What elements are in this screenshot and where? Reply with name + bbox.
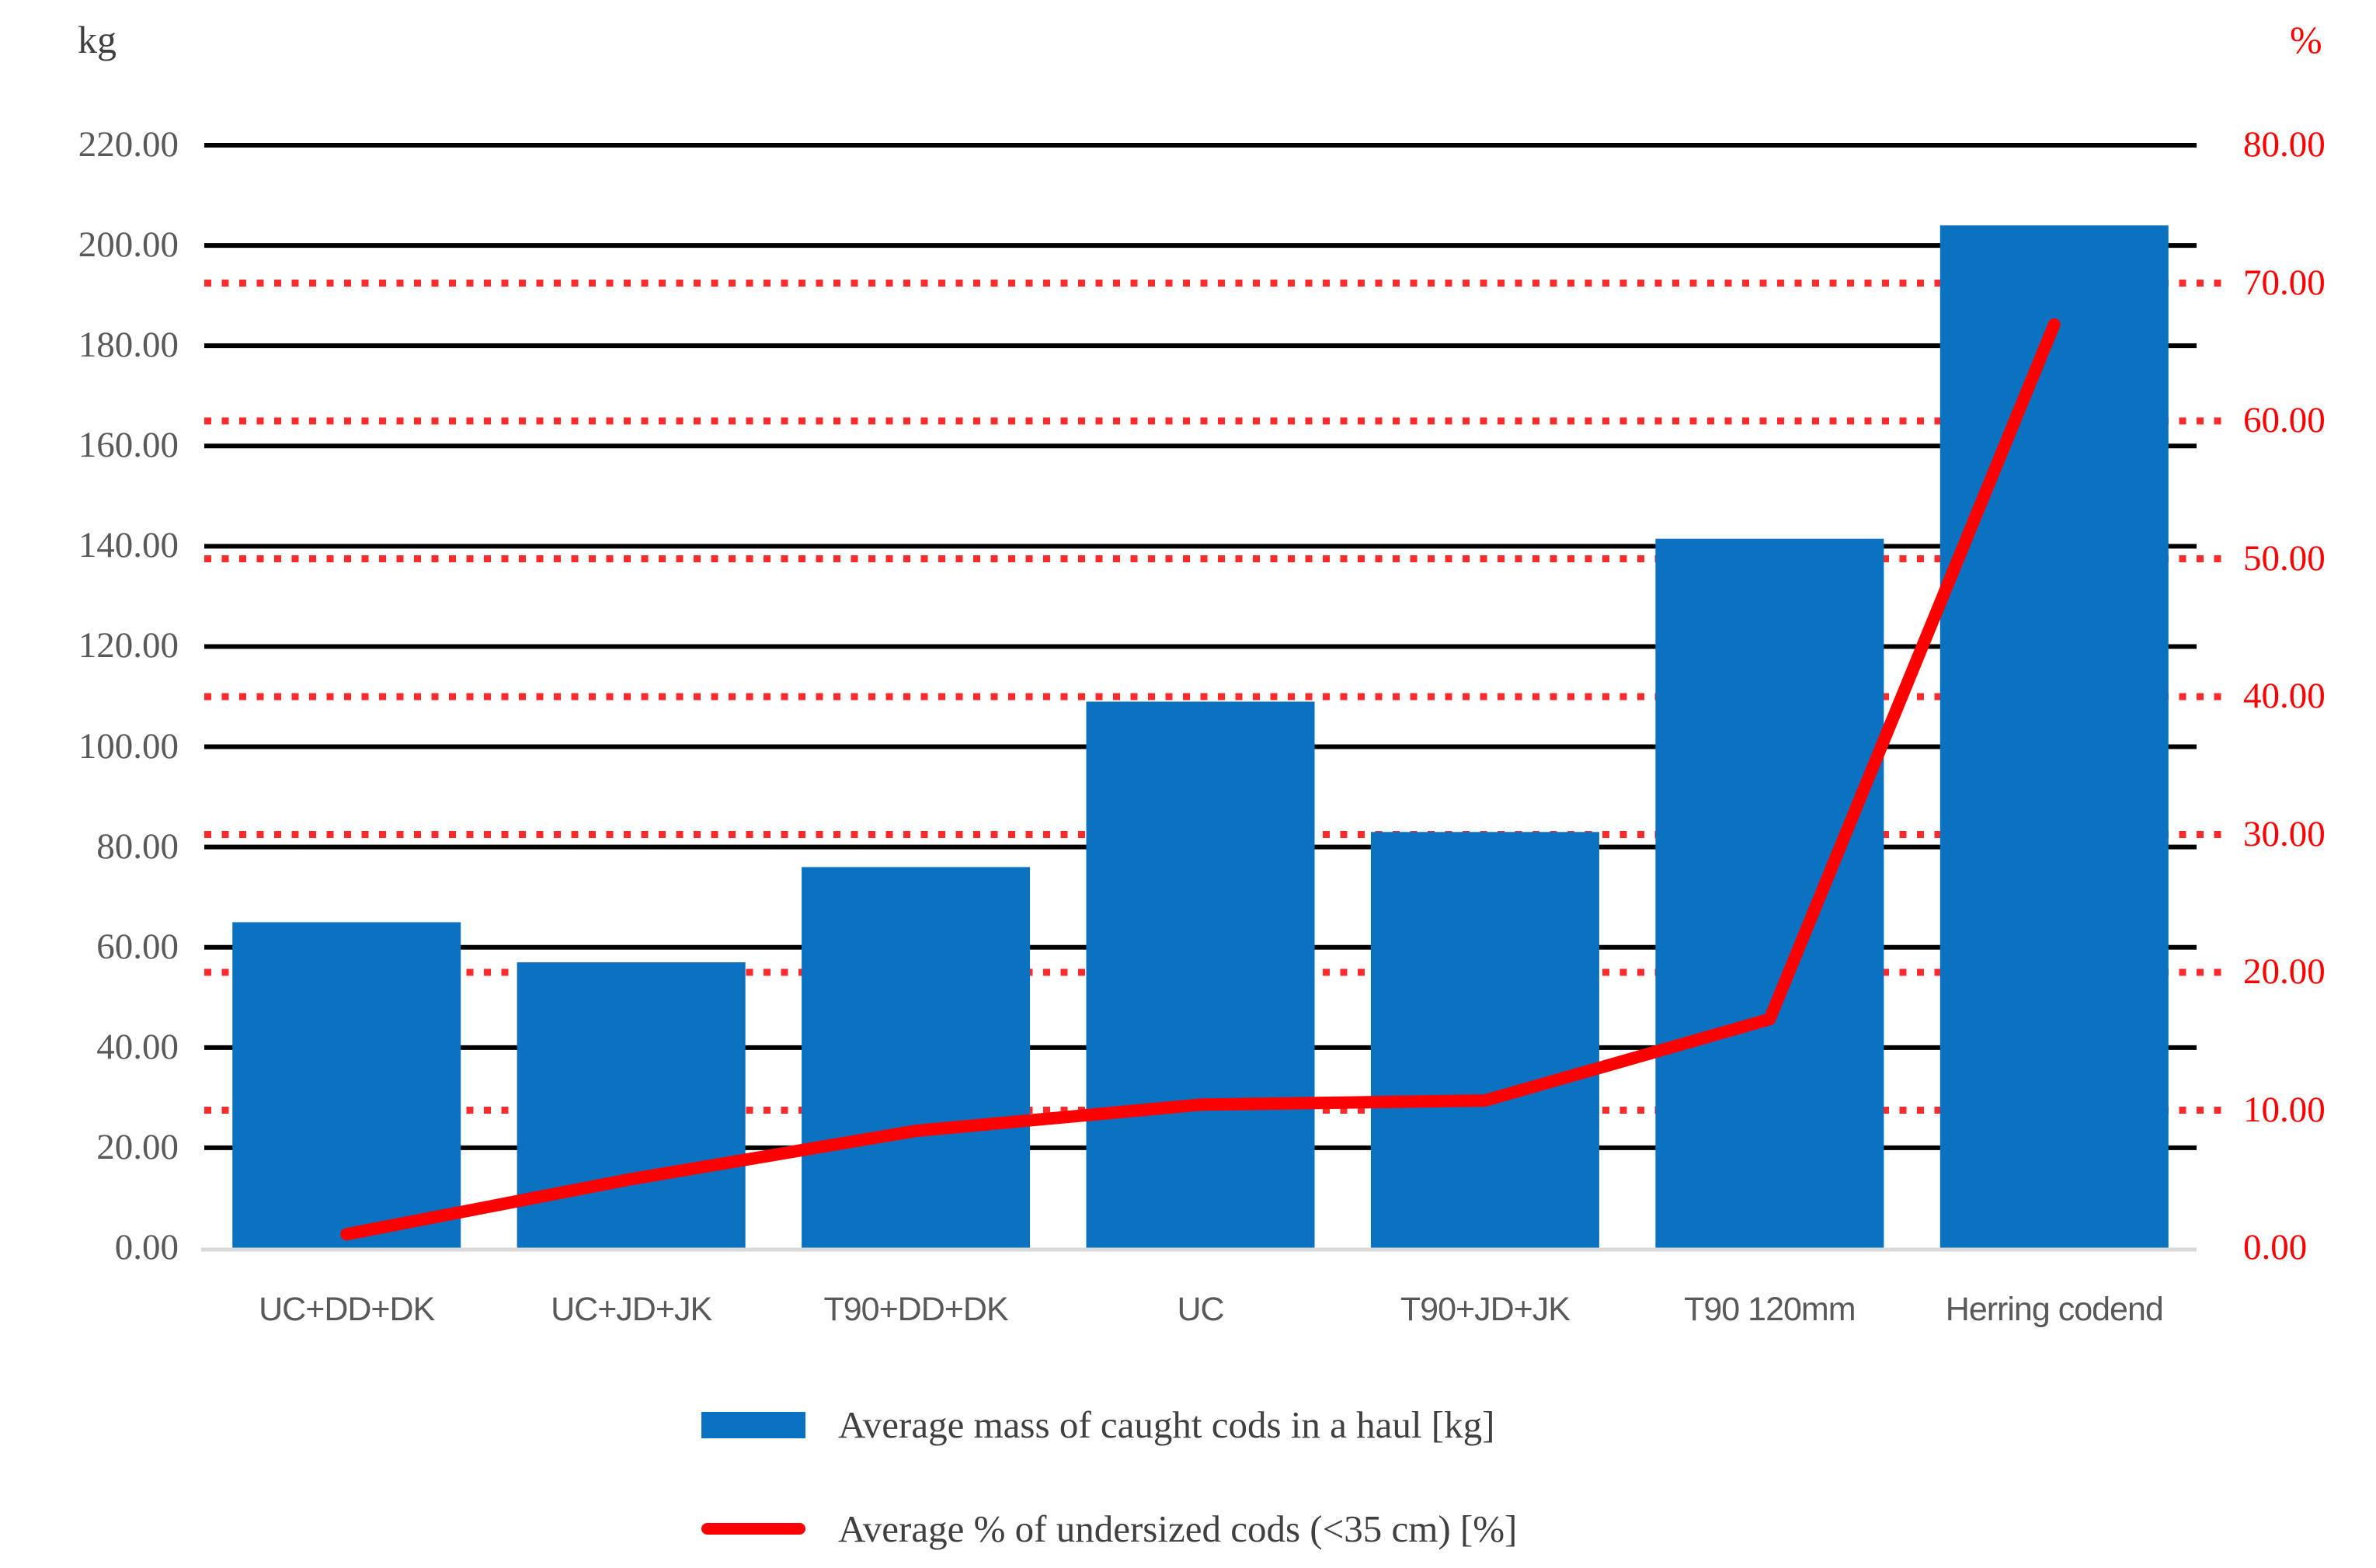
x-axis-category-label: UC+DD+DK [259,1291,435,1328]
left-axis-tick-label: 120.00 [78,625,179,666]
left-axis-tick-label: 200.00 [78,224,179,266]
x-axis-category-label: T90+JD+JK [1400,1291,1571,1328]
bar-UC+DD+DK [232,922,461,1248]
right-axis-tick-label: 80.00 [2243,124,2326,165]
left-axis-tick-label: 160.00 [78,425,179,466]
right-axis-unit-label: % [2290,18,2322,61]
left-axis-tick-label: 60.00 [96,926,179,967]
x-axis-category-label: Herring codend [1945,1291,2164,1328]
bar-UC [1086,701,1315,1248]
left-axis-tick-label: 140.00 [78,525,179,566]
bar-T90 120mm [1655,538,1884,1248]
left-axis-tick-label: 100.00 [78,725,179,767]
left-axis-tick-label: 0.00 [114,1227,179,1267]
undersized-cods-line [340,318,2061,1241]
bar-UC+JD+JK [517,962,746,1248]
bar-Herring codend [1939,225,2169,1249]
x-axis-category-label: T90+DD+DK [823,1291,1008,1328]
left-axis-tick-label: 80.00 [96,826,179,867]
line-series-legend-swatch [701,1523,805,1535]
bar-series-legend-label: Average mass of caught cods in a haul [k… [838,1403,1495,1446]
right-axis-tick-label: 70.00 [2243,262,2326,303]
line-series-legend-label: Average % of undersized cods (<35 cm) [%… [838,1507,1518,1550]
left-axis-unit-label: kg [78,18,117,61]
right-axis-tick-label: 60.00 [2243,400,2326,440]
x-axis-category-label: UC [1177,1291,1224,1328]
right-axis-tick-label: 40.00 [2243,676,2326,716]
right-axis-tick-label: 50.00 [2243,537,2326,579]
left-axis-tick-label: 220.00 [78,124,179,165]
left-axis-tick-label: 180.00 [78,325,179,366]
bar-T90+DD+DK [802,867,1031,1248]
right-axis-tick-label: 30.00 [2243,813,2326,854]
legend-item-bar-series: Average mass of caught cods in a haul [k… [701,1403,1494,1447]
bar-T90+JD+JK [1370,832,1599,1248]
right-axis-tick-label: 20.00 [2243,951,2326,992]
right-axis-tick-label: 0.00 [2243,1227,2308,1267]
right-axis-tick-label: 10.00 [2243,1089,2326,1130]
x-axis-category-label: UC+JD+JK [551,1291,712,1328]
left-axis-tick-label: 20.00 [96,1126,179,1167]
bar-series-legend-swatch [701,1411,805,1438]
left-axis-tick-label: 40.00 [96,1026,179,1067]
legend-item-line-series: Average % of undersized cods (<35 cm) [%… [701,1507,1517,1551]
x-axis-category-label: T90 120mm [1684,1291,1856,1328]
